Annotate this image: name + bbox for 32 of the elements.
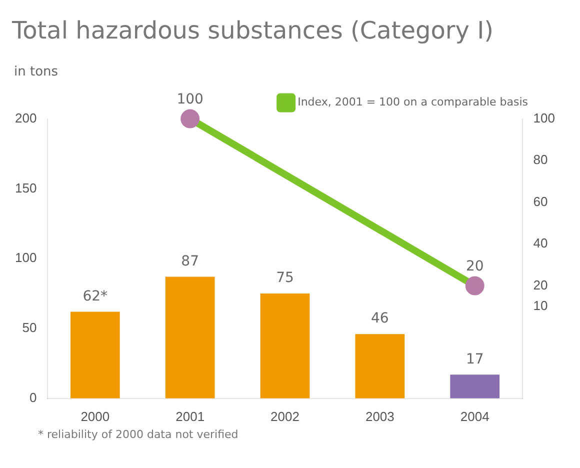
bar (260, 294, 310, 398)
data-label: 17 (466, 351, 484, 368)
y-tick-label: 100 (14, 250, 37, 266)
y-tick-label: 200 (14, 110, 37, 126)
y-tick-label: 150 (14, 180, 37, 196)
x-tick-label: 2002 (270, 408, 300, 424)
y2-tick-label: 100 (533, 110, 556, 126)
y2-tick-label: 20 (533, 277, 548, 292)
data-label: 20 (466, 258, 484, 274)
y2-tick-label: 60 (533, 194, 548, 209)
y-axis-title: in tons (14, 64, 58, 80)
data-label: 100 (176, 91, 204, 108)
x-tick-label: 2003 (365, 408, 394, 424)
legend-label: Index, 2001 = 100 on a comparable basis (298, 96, 528, 109)
bar (70, 312, 120, 398)
y-tick-label: 50 (22, 320, 37, 336)
bar (165, 276, 215, 398)
y2-tick-label: 80 (533, 152, 548, 168)
text: * reliability of 2000 data not verified (38, 428, 240, 441)
y2-tick-label: 10 (533, 298, 548, 314)
data-label: 75 (276, 270, 294, 286)
data-label: 46 (371, 310, 389, 327)
bar (355, 334, 405, 398)
data-label: 62* (82, 288, 108, 304)
y2-tick-label: 40 (533, 236, 548, 251)
data-label: 87 (181, 253, 199, 270)
y-tick-label: 0 (29, 390, 37, 405)
x-tick-label: 2001 (176, 408, 205, 424)
x-tick-label: 2004 (460, 408, 490, 424)
x-tick-label: 2000 (80, 408, 110, 424)
chart-title: Total hazardous substances (Category I) (11, 16, 494, 45)
bar (450, 374, 500, 398)
